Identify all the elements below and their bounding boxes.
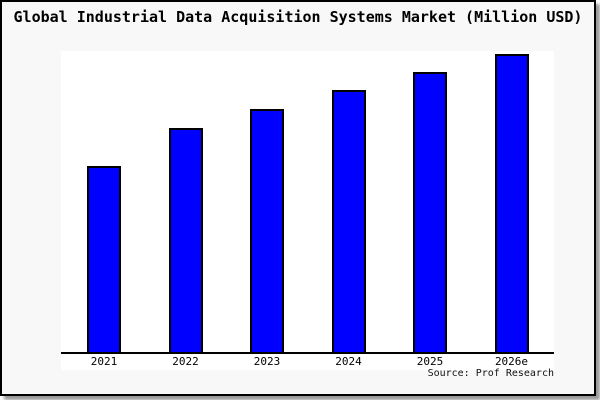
bar-2026e (494, 54, 529, 354)
x-tick-2025: 2025 (416, 355, 444, 368)
x-axis-line (61, 352, 554, 354)
chart-title: Global Industrial Data Acquisition Syste… (13, 8, 583, 26)
bar-2021 (87, 166, 121, 354)
bar-2025 (413, 72, 447, 354)
bar-2024 (331, 90, 366, 354)
x-tick-2021: 2021 (90, 355, 118, 368)
plot-area: 2021 2022 2023 2024 2025 2026e (61, 51, 554, 370)
x-tick-2026e: 2026e (494, 355, 529, 368)
x-tick-2022: 2022 (172, 355, 199, 368)
bar-2023 (250, 109, 284, 354)
x-tick-2024: 2024 (335, 355, 362, 368)
source-credit: Source: Prof Research (427, 368, 554, 379)
x-tick-2023: 2023 (253, 355, 281, 368)
bar-2022 (168, 128, 203, 354)
